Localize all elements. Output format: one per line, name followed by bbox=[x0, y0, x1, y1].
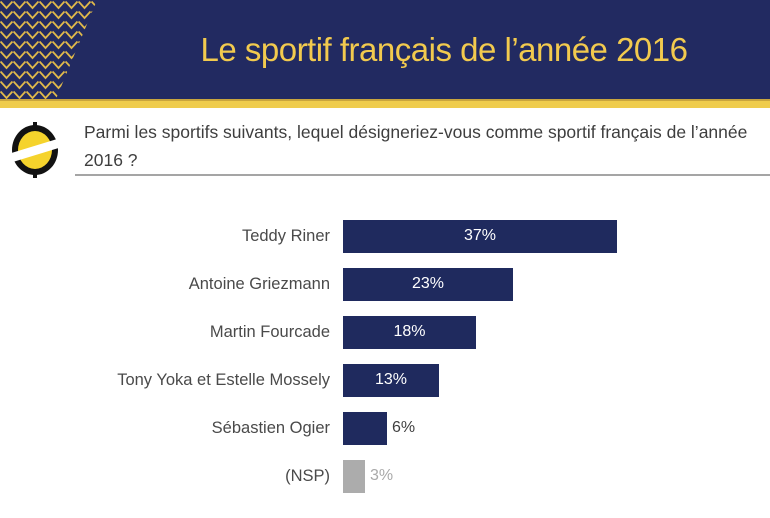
odoxa-logo-icon bbox=[4, 122, 66, 178]
chart-row: (NSP) 3% bbox=[0, 452, 770, 500]
value-label: 13% bbox=[374, 371, 408, 388]
bar-zone: 23% bbox=[343, 267, 513, 301]
question-text: Parmi les sportifs suivants, lequel dési… bbox=[84, 122, 748, 170]
category-label: (NSP) bbox=[285, 466, 330, 485]
value-label: 3% bbox=[370, 467, 394, 484]
bar bbox=[343, 411, 387, 445]
bar: 18% bbox=[343, 315, 476, 349]
chart-row: Sébastien Ogier 6% bbox=[0, 404, 770, 452]
category-label: Tony Yoka et Estelle Mossely bbox=[117, 370, 330, 389]
category-label: Teddy Riner bbox=[241, 226, 330, 245]
bar: 13% bbox=[343, 363, 439, 397]
bar-zone: 6% bbox=[343, 411, 416, 445]
bar-zone: 37% bbox=[343, 219, 617, 253]
chart-row: Teddy Riner 37% bbox=[0, 212, 770, 260]
chevron-pattern-decoration bbox=[0, 0, 97, 99]
value-label: 37% bbox=[463, 227, 497, 244]
category-label: Sébastien Ogier bbox=[211, 418, 330, 437]
bar-zone: 18% bbox=[343, 315, 476, 349]
chart-row: Tony Yoka et Estelle Mossely 13% bbox=[0, 356, 770, 404]
category-label: Martin Fourcade bbox=[209, 322, 330, 341]
logo-tick-bottom bbox=[33, 173, 37, 178]
bar-chart: Teddy Riner 37% Antoine Griezmann 23% Martin… bbox=[0, 212, 770, 500]
question-underline bbox=[75, 174, 770, 176]
chart-row: Antoine Griezmann 23% bbox=[0, 260, 770, 308]
logo-tick-top bbox=[33, 122, 37, 127]
bar: 37% bbox=[343, 219, 617, 253]
bar bbox=[343, 459, 365, 493]
bar-zone: 3% bbox=[343, 459, 394, 493]
chart-row: Martin Fourcade 18% bbox=[0, 308, 770, 356]
bar: 23% bbox=[343, 267, 513, 301]
gold-divider bbox=[0, 99, 770, 108]
slide-title: Le sportif français de l’année 2016 bbox=[200, 31, 688, 68]
value-label: 18% bbox=[393, 323, 426, 340]
header-banner: Le sportif français de l’année 2016 bbox=[0, 0, 770, 99]
value-label: 23% bbox=[411, 275, 445, 292]
value-label: 6% bbox=[392, 419, 416, 436]
bar-zone: 13% bbox=[343, 363, 439, 397]
category-label: Antoine Griezmann bbox=[188, 274, 330, 293]
